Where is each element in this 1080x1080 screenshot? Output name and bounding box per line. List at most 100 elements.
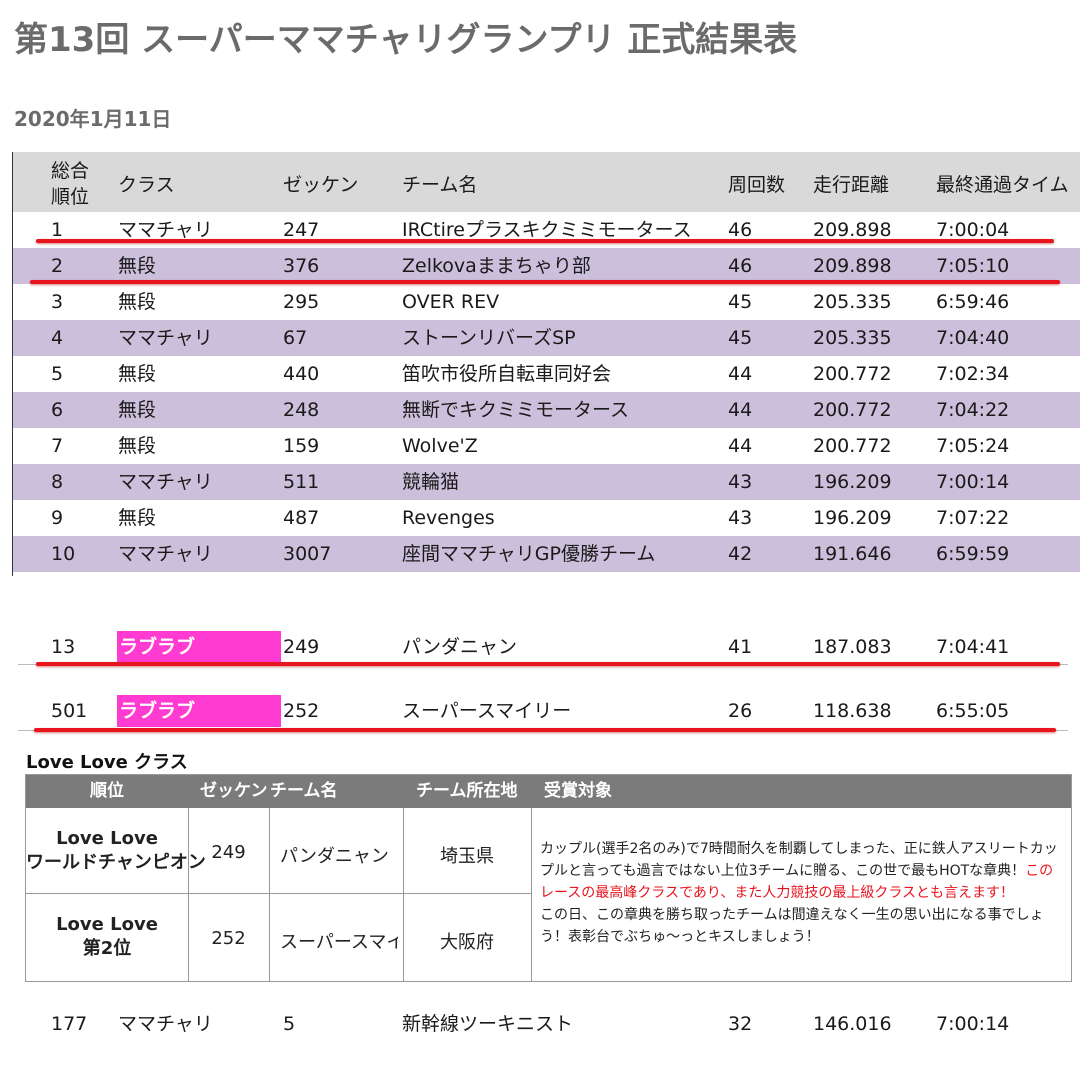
love-team-1: パンダニャン — [280, 846, 389, 867]
extra-cell-distance: 146.016 — [813, 1013, 892, 1035]
cell-class: 無段 — [118, 255, 157, 277]
love-class-title: Love Love クラス — [26, 752, 188, 773]
love-header-award: 受賞対象 — [544, 781, 612, 801]
cell-distance: 191.646 — [813, 543, 892, 565]
cell-laps: 42 — [728, 543, 753, 565]
love-rank-2-line1: Love Love — [56, 914, 158, 935]
cell-class: ママチャリ — [118, 543, 213, 565]
cell-laps: 44 — [728, 363, 753, 385]
love-rank-1-line2: ワールドチャンピオン — [26, 852, 206, 873]
cell-rank: 5 — [51, 363, 64, 385]
love-cell-time: 6:55:05 — [936, 700, 1010, 722]
page-title: 第13回 スーパーママチャリグランプリ 正式結果表 — [14, 20, 798, 60]
love-rank-2-line2: 第2位 — [82, 938, 132, 959]
love-col-divider — [269, 808, 270, 981]
table-row: 7 無段 159 Wolve'Z 44 200.772 7:05:24 — [13, 428, 1080, 464]
extra-cell-time: 7:00:14 — [936, 1013, 1010, 1035]
cell-time: 7:04:22 — [936, 399, 1010, 421]
love-class-badge: ラブラブ — [117, 695, 281, 727]
header-distance: 走行距離 — [813, 174, 890, 196]
cell-class: 無段 — [118, 399, 157, 421]
cell-class: ママチャリ — [118, 219, 213, 241]
love-location-1: 埼玉県 — [440, 846, 494, 867]
cell-bib: 511 — [283, 471, 320, 493]
love-col-divider — [403, 808, 404, 981]
header-team: チーム名 — [402, 174, 478, 196]
cell-team: ストーンリバーズSP — [402, 327, 576, 349]
header-rank-line1: 総合 — [51, 160, 90, 182]
table-row: 8 ママチャリ 511 競輪猫 43 196.209 7:00:14 — [13, 464, 1080, 500]
table-row: 10 ママチャリ 3007 座間ママチャリGP優勝チーム 42 191.646 6:59:5… — [13, 536, 1080, 572]
cell-team: Zelkovaままちゃり部 — [402, 255, 591, 277]
extra-cell-team: 新幹線ツーキニスト — [402, 1013, 574, 1035]
cell-time: 7:04:40 — [936, 327, 1010, 349]
cell-time: 7:00:04 — [936, 219, 1010, 241]
love-rank-1-line1: Love Love — [56, 828, 158, 849]
award-text-2: この日、この章典を勝ち取ったチームは間違えなく一生の思い出になる事でしょう！表彰… — [540, 907, 1044, 945]
extra-cell-laps: 32 — [728, 1013, 753, 1035]
love-cell-team: スーパースマイリー — [402, 700, 572, 722]
cell-distance: 200.772 — [813, 399, 892, 421]
highlight-underline-1 — [36, 239, 1054, 243]
cell-team: 座間ママチャリGP優勝チーム — [402, 543, 656, 565]
highlight-underline-4 — [34, 728, 1056, 732]
event-date: 2020年1月11日 — [14, 107, 172, 131]
cell-rank: 6 — [51, 399, 64, 421]
love-cell-bib: 252 — [283, 700, 320, 722]
cell-rank: 8 — [51, 471, 64, 493]
cell-laps: 46 — [728, 255, 753, 277]
cell-laps: 45 — [728, 291, 753, 313]
cell-time: 7:05:24 — [936, 435, 1010, 457]
cell-rank: 4 — [51, 327, 64, 349]
love-header-team: チーム名 — [270, 781, 338, 801]
love-rank-1: Love Love ワールドチャンピオン — [26, 827, 206, 875]
love-team-2: スーパースマイリ- — [280, 932, 398, 953]
cell-team: 競輪猫 — [402, 471, 460, 493]
cell-bib: 159 — [283, 435, 320, 457]
table-row: 5 無段 440 笛吹市役所自転車同好会 44 200.772 7:02:34 — [13, 356, 1080, 392]
cell-class: 無段 — [118, 507, 157, 529]
cell-team: OVER REV — [402, 291, 500, 313]
love-col-divider — [188, 808, 189, 981]
cell-class: 無段 — [118, 363, 157, 385]
cell-laps: 44 — [728, 399, 753, 421]
cell-distance: 200.772 — [813, 435, 892, 457]
cell-bib: 295 — [283, 291, 320, 313]
cell-time: 7:00:14 — [936, 471, 1010, 493]
cell-rank: 9 — [51, 507, 64, 529]
love-table-header: 順位 ゼッケン チーム名 チーム所在地 受賞対象 — [26, 775, 1071, 808]
love-location-2: 大阪府 — [440, 932, 494, 953]
cell-class: ママチャリ — [118, 471, 213, 493]
love-bib-1: 249 — [211, 842, 246, 863]
cell-laps: 43 — [728, 507, 753, 529]
table-left-border — [12, 152, 13, 576]
cell-time: 7:05:10 — [936, 255, 1010, 277]
cell-rank: 7 — [51, 435, 64, 457]
highlight-underline-2 — [30, 280, 1060, 284]
cell-rank: 2 — [51, 255, 64, 277]
cell-distance: 196.209 — [813, 471, 892, 493]
cell-class: 無段 — [118, 435, 157, 457]
love-header-rank: 順位 — [90, 781, 124, 801]
love-cell-time: 7:04:41 — [936, 636, 1010, 658]
love-cell-rank: 13 — [51, 636, 76, 658]
love-row-divider — [26, 893, 531, 894]
table-row: 9 無段 487 Revenges 43 196.209 7:07:22 — [13, 500, 1080, 536]
love-class-table: 順位 ゼッケン チーム名 チーム所在地 受賞対象 Love Love ワールドチ… — [25, 774, 1072, 982]
cell-time: 7:02:34 — [936, 363, 1010, 385]
cell-team: Revenges — [402, 507, 495, 529]
cell-bib: 67 — [283, 327, 308, 349]
cell-distance: 205.335 — [813, 291, 892, 313]
cell-class: 無段 — [118, 291, 157, 313]
header-bib: ゼッケン — [283, 174, 359, 196]
love-rank-2: Love Love 第2位 — [26, 913, 188, 961]
love-header-bib: ゼッケン — [200, 781, 268, 801]
cell-time: 7:07:22 — [936, 507, 1010, 529]
table-row: 4 ママチャリ 67 ストーンリバーズSP 45 205.335 7:04:40 — [13, 320, 1080, 356]
love-cell-laps: 26 — [728, 700, 753, 722]
cell-laps: 43 — [728, 471, 753, 493]
cell-bib: 487 — [283, 507, 320, 529]
cell-team: 無断でキクミミモータース — [402, 399, 630, 421]
cell-distance: 196.209 — [813, 507, 892, 529]
header-laps: 周回数 — [728, 174, 786, 196]
